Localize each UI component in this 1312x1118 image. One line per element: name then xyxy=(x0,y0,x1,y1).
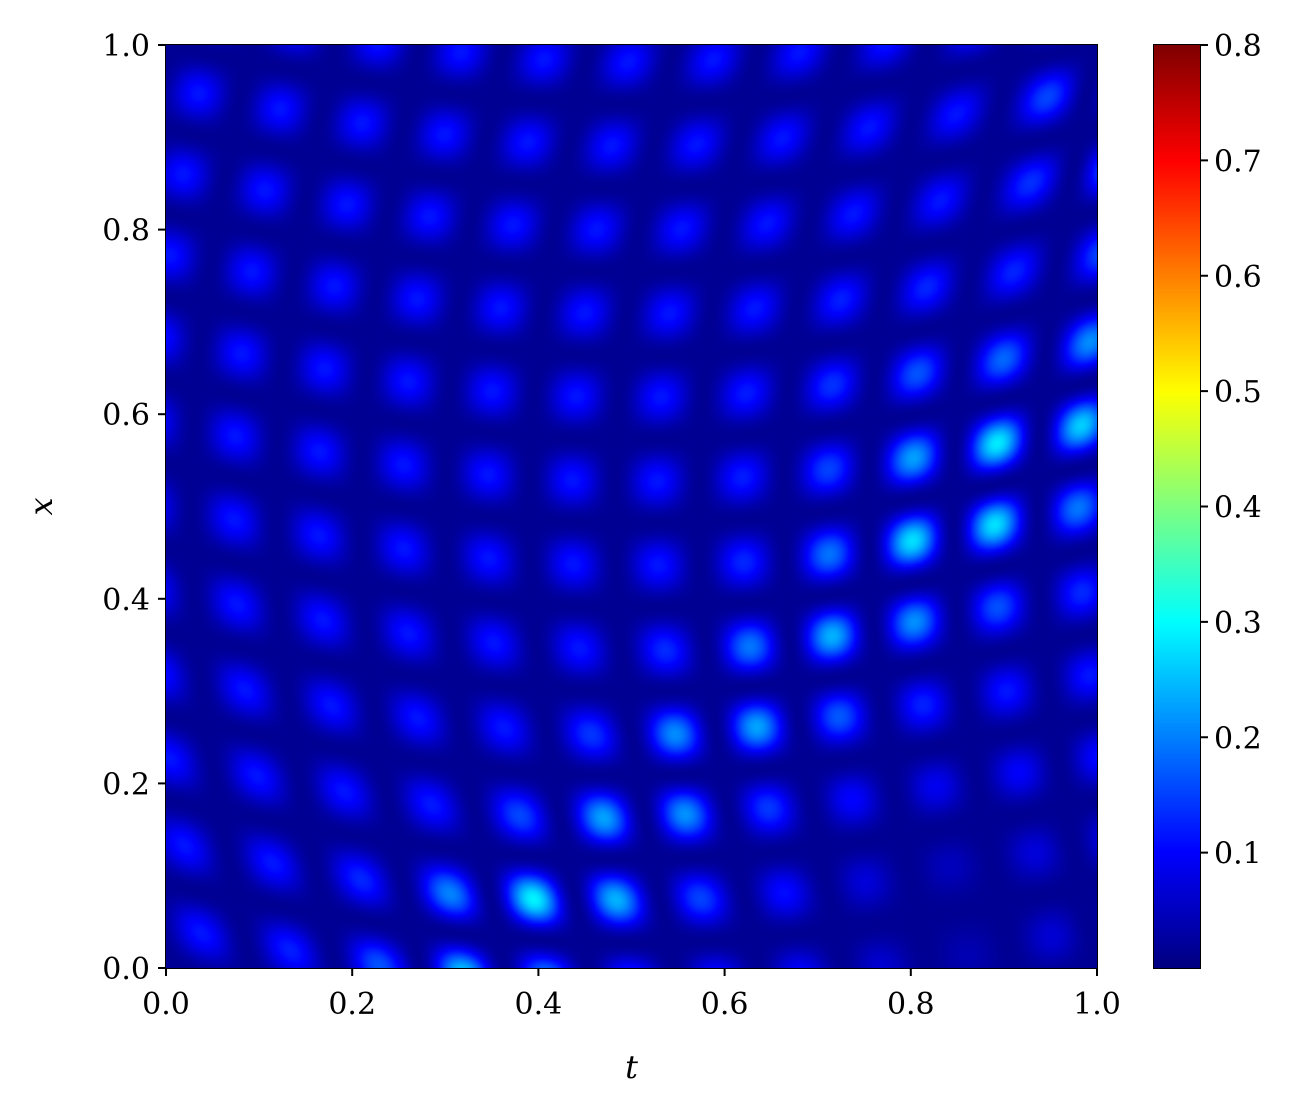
y-tick-label: 0.2 xyxy=(102,767,150,802)
y-tick-label: 1.0 xyxy=(102,29,150,64)
y-tick-label: 0.8 xyxy=(102,214,150,249)
colorbar-tick-label: 0.6 xyxy=(1214,260,1262,295)
y-tick-label: 0.0 xyxy=(102,952,150,987)
x-tick-label: 1.0 xyxy=(1073,987,1121,1022)
colorbar-tick-label: 0.4 xyxy=(1214,491,1262,526)
x-tick-label: 0.2 xyxy=(328,987,376,1022)
x-axis-label: t xyxy=(625,1048,638,1086)
colorbar-tick-label: 0.7 xyxy=(1214,144,1262,179)
colorbar-tick-label: 0.2 xyxy=(1214,721,1262,756)
colorbar-tick-label: 0.5 xyxy=(1214,375,1262,410)
y-tick-label: 0.6 xyxy=(102,398,150,433)
colorbar-tick-label: 0.1 xyxy=(1214,837,1262,872)
x-tick-label: 0.4 xyxy=(515,987,563,1022)
x-tick-label: 0.8 xyxy=(887,987,935,1022)
colorbar-gradient xyxy=(1154,45,1200,968)
colorbar-tick-label: 0.3 xyxy=(1214,606,1262,641)
y-tick-label: 0.4 xyxy=(102,583,150,618)
x-tick-label: 0.0 xyxy=(142,987,190,1022)
colorbar-tick-label: 0.8 xyxy=(1214,29,1262,64)
heatmap-image xyxy=(166,45,1097,968)
y-axis-label: x xyxy=(22,497,60,515)
x-tick-label: 0.6 xyxy=(701,987,749,1022)
